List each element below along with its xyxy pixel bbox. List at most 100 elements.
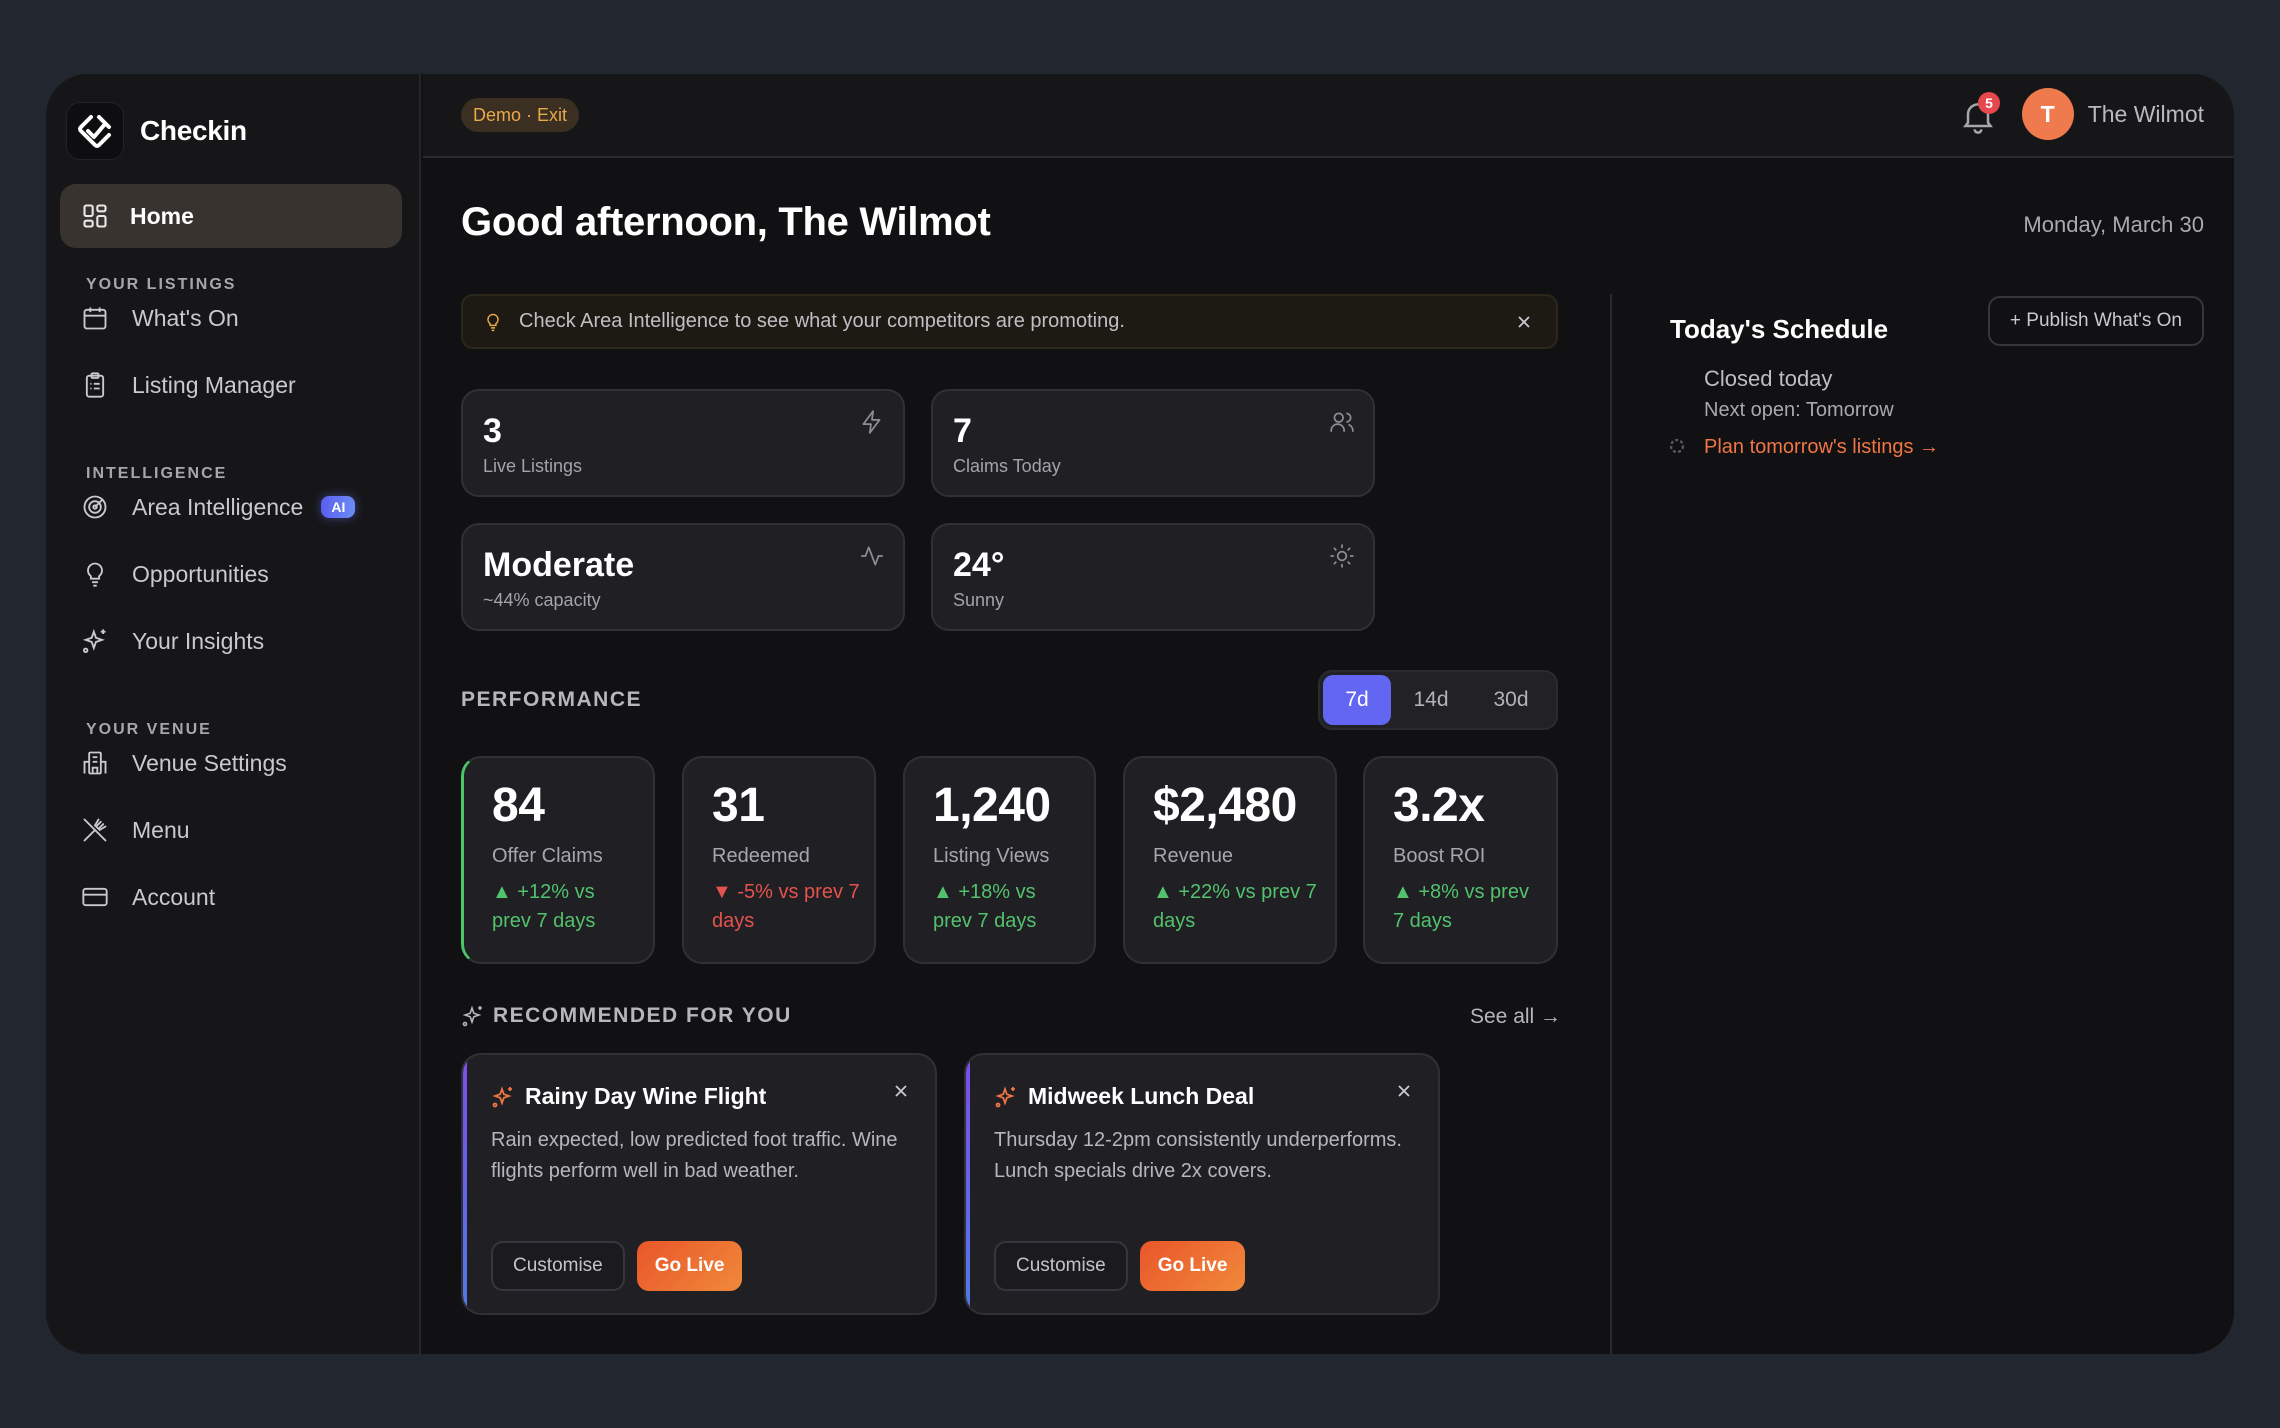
schedule-title: Today's Schedule xyxy=(1670,314,1889,344)
recommendation-card: Rainy Day Wine Flight Rain expected, low… xyxy=(461,1053,937,1315)
metric-label: Revenue xyxy=(1153,844,1234,867)
metric-delta: ▲ +8% vs prev 7 days xyxy=(1393,880,1529,932)
stat-label: Claims Today xyxy=(953,456,1061,477)
recommended-heading: RECOMMENDED FOR YOU xyxy=(461,1004,792,1028)
metric-value: 31 xyxy=(712,779,765,832)
lightbulb-icon xyxy=(487,313,499,331)
recommendation-description: Thursday 12-2pm consistently underperfor… xyxy=(994,1129,1402,1182)
sidebar: Checkin Home YOUR LISTINGS What's On Lis… xyxy=(46,74,421,1354)
users-icon xyxy=(1330,412,1354,432)
grid-icon xyxy=(80,201,110,231)
plan-tomorrow-link[interactable]: Plan tomorrow's listings → xyxy=(1704,436,1939,458)
metric-delta: ▲ +18% vs prev 7 days xyxy=(933,880,1037,932)
metric-card-offer-claims[interactable]: 84 Offer Claims ▲ +12% vs prev 7 days xyxy=(461,756,655,964)
sidebar-item-menu[interactable]: Menu xyxy=(80,802,400,858)
dismiss-recommendation-button[interactable] xyxy=(1392,1079,1416,1103)
customise-button[interactable]: Customise xyxy=(491,1241,625,1291)
avatar: T xyxy=(2021,88,2074,140)
range-toggle: 7d 14d 30d xyxy=(1318,670,1558,730)
go-live-button[interactable]: Go Live xyxy=(636,1241,743,1291)
sidebar-item-your-insights[interactable]: Your Insights xyxy=(80,613,400,669)
schedule-next-open: Next open: Tomorrow xyxy=(1704,399,1894,421)
section-intelligence: INTELLIGENCE xyxy=(86,465,228,482)
section-your-venue: YOUR VENUE xyxy=(86,721,212,738)
app-window: Checkin Home YOUR LISTINGS What's On Lis… xyxy=(46,74,2234,1354)
sidebar-item-label: Your Insights xyxy=(132,627,265,654)
sidebar-item-label: Account xyxy=(132,883,216,910)
schedule-panel: Today's Schedule + Publish What's On Clo… xyxy=(1610,294,2234,1354)
metric-card-listing-views[interactable]: 1,240 Listing Views ▲ +18% vs prev 7 day… xyxy=(903,756,1096,964)
tip-banner: Check Area Intelligence to see what your… xyxy=(461,294,1558,349)
close-banner-button[interactable] xyxy=(1512,310,1536,334)
metric-value: 3.2x xyxy=(1393,779,1485,832)
banner-text: Check Area Intelligence to see what your… xyxy=(519,310,1125,332)
stat-card-busyness[interactable]: Moderate ~44% capacity xyxy=(461,523,905,631)
recommended-title: RECOMMENDED FOR YOU xyxy=(493,1004,792,1027)
recommendation-card: Midweek Lunch Deal Thursday 12-2pm consi… xyxy=(964,1053,1440,1315)
metric-value: 1,240 xyxy=(933,779,1051,832)
sidebar-item-label: Venue Settings xyxy=(132,749,287,776)
metric-delta: ▼ -5% vs prev 7 days xyxy=(712,880,860,932)
range-7d-button[interactable]: 7d xyxy=(1323,675,1391,725)
sun-icon xyxy=(1330,544,1354,568)
brand[interactable]: Checkin xyxy=(66,102,247,160)
sparkles-icon xyxy=(995,1085,1015,1107)
stat-value: Moderate xyxy=(483,546,635,584)
stat-card-claims-today[interactable]: 7 Claims Today xyxy=(931,389,1375,497)
sidebar-item-opportunities[interactable]: Opportunities xyxy=(80,546,400,602)
stat-card-weather[interactable]: 24° Sunny xyxy=(931,523,1375,631)
loading-icon xyxy=(1669,438,1685,454)
sidebar-item-label: Opportunities xyxy=(132,560,269,587)
sidebar-item-label: Home xyxy=(130,202,194,229)
app-name: Checkin xyxy=(140,115,247,146)
go-live-button[interactable]: Go Live xyxy=(1139,1241,1246,1291)
metric-card-redeemed[interactable]: 31 Redeemed ▼ -5% vs prev 7 days xyxy=(682,756,876,964)
checkin-logo-icon xyxy=(66,102,124,160)
sidebar-item-label: Menu xyxy=(132,816,190,843)
range-30d-button[interactable]: 30d xyxy=(1493,688,1529,711)
lightning-icon xyxy=(862,410,881,434)
ai-badge: AI xyxy=(321,496,356,518)
stat-card-live-listings[interactable]: 3 Live Listings xyxy=(461,389,905,497)
close-icon xyxy=(895,1085,907,1097)
demo-exit-button[interactable]: Demo · Exit xyxy=(461,98,580,132)
stat-label: ~44% capacity xyxy=(483,590,601,611)
customise-button[interactable]: Customise xyxy=(994,1241,1128,1291)
sidebar-item-account[interactable]: Account xyxy=(80,869,400,925)
publish-whats-on-button[interactable]: + Publish What's On xyxy=(1987,296,2204,346)
user-menu[interactable]: T The Wilmot xyxy=(2021,88,2204,140)
sparkles-icon xyxy=(492,1085,512,1107)
section-your-listings: YOUR LISTINGS xyxy=(86,276,237,293)
metric-card-revenue[interactable]: $2,480 Revenue ▲ +22% vs prev 7 days xyxy=(1123,756,1337,964)
recommendation-title: Rainy Day Wine Flight xyxy=(525,1083,767,1109)
sidebar-item-whats-on[interactable]: What's On xyxy=(80,290,400,346)
utensils-icon xyxy=(80,815,110,845)
current-date: Monday, March 30 xyxy=(2023,212,2204,237)
sidebar-item-venue-settings[interactable]: Venue Settings xyxy=(80,735,400,791)
page-title: Good afternoon, The Wilmot xyxy=(461,200,991,244)
sidebar-item-listing-manager[interactable]: Listing Manager xyxy=(80,357,400,413)
notification-badge: 5 xyxy=(1978,92,2000,114)
metric-label: Redeemed xyxy=(712,844,810,867)
sidebar-item-label: Area Intelligence xyxy=(132,493,304,520)
notifications-button[interactable]: 5 xyxy=(1958,92,2000,136)
metric-label: Listing Views xyxy=(933,844,1050,867)
credit-card-icon xyxy=(80,882,110,912)
sidebar-item-home[interactable]: Home xyxy=(60,184,402,248)
metric-card-boost-roi[interactable]: 3.2x Boost ROI ▲ +8% vs prev 7 days xyxy=(1363,756,1558,964)
sidebar-item-area-intelligence[interactable]: Area Intelligence AI xyxy=(80,479,400,535)
metric-delta: ▲ +22% vs prev 7 days xyxy=(1153,880,1317,932)
lightbulb-icon xyxy=(80,559,110,589)
close-icon xyxy=(1398,1085,1410,1097)
sparkles-icon xyxy=(80,626,110,656)
metric-value: $2,480 xyxy=(1153,779,1297,832)
activity-icon xyxy=(861,546,883,566)
stat-value: 24° xyxy=(953,546,1005,584)
performance-heading: PERFORMANCE xyxy=(461,688,643,711)
see-all-link[interactable]: See all → xyxy=(1470,1005,1562,1028)
building-icon xyxy=(80,748,110,778)
stat-label: Sunny xyxy=(953,590,1005,611)
dismiss-recommendation-button[interactable] xyxy=(889,1079,913,1103)
range-14d-button[interactable]: 14d xyxy=(1413,688,1449,711)
stat-value: 3 xyxy=(483,412,502,450)
